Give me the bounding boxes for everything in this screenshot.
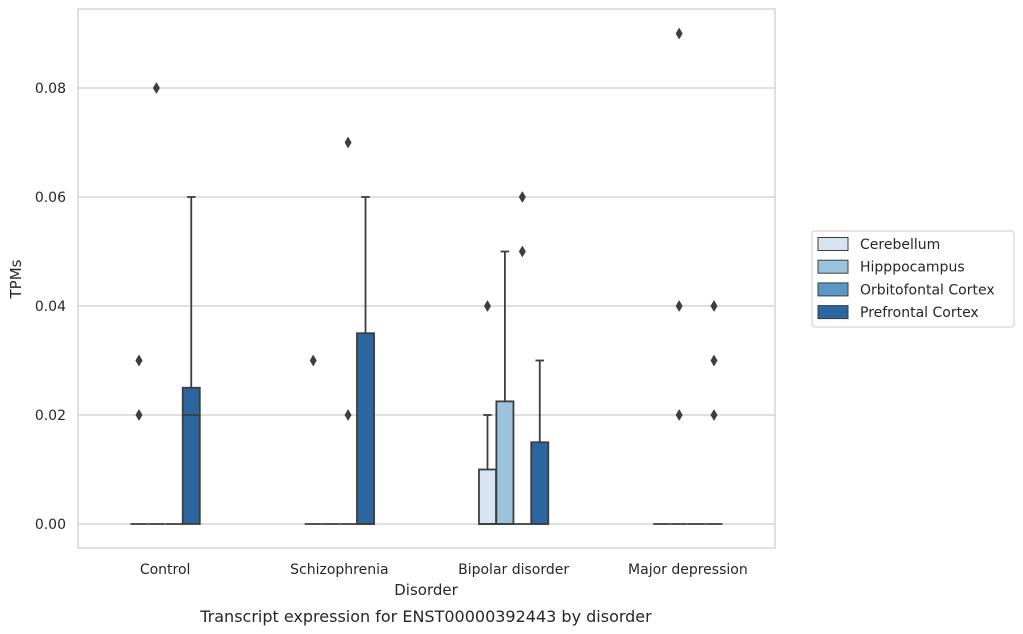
box-cerebellum bbox=[130, 354, 148, 525]
box-prefrontal-cortex bbox=[356, 196, 375, 525]
box-hipppocampus bbox=[147, 82, 165, 525]
outlier-point bbox=[675, 27, 683, 40]
y-tick-label: 0.04 bbox=[35, 299, 66, 315]
x-tick-labels: Control Schizophrenia Bipolar disorder Majo… bbox=[140, 562, 748, 578]
box-orbitofontal-cortex bbox=[513, 191, 531, 525]
legend-frame bbox=[811, 230, 1015, 328]
box-orbitofontal-cortex bbox=[339, 136, 357, 525]
legend-entry-label: Hipppocampus bbox=[860, 260, 965, 276]
box-hipppocampus bbox=[495, 250, 515, 525]
outlier-point bbox=[135, 409, 143, 421]
x-tick-label: Schizophrenia bbox=[290, 562, 388, 578]
x-tick-label: Bipolar disorder bbox=[458, 562, 569, 578]
x-tick-label: Control bbox=[140, 562, 191, 578]
outlier-point bbox=[483, 300, 492, 312]
box-cerebellum bbox=[304, 354, 322, 525]
legend-entry-label: Cerebellum bbox=[860, 237, 940, 253]
box-prefrontal-cortex bbox=[705, 300, 723, 525]
y-tick-labels: 0.00 0.02 0.04 0.06 0.08 bbox=[35, 81, 66, 533]
outlier-point bbox=[710, 409, 718, 421]
box-body bbox=[478, 468, 497, 525]
legend-swatch bbox=[817, 259, 849, 274]
chart-caption: Transcript expression for ENST0000039244… bbox=[199, 607, 652, 626]
outlier-point bbox=[675, 409, 683, 421]
outlier-point bbox=[710, 300, 718, 312]
box-marks bbox=[130, 27, 723, 525]
outlier-point bbox=[135, 354, 143, 367]
legend-swatch bbox=[817, 237, 849, 251]
box-body bbox=[530, 441, 550, 525]
x-axis-label: Disorder bbox=[394, 581, 458, 599]
y-tick-label: 0.08 bbox=[35, 81, 66, 97]
outlier-point bbox=[675, 300, 683, 312]
box-hipppocampus bbox=[670, 27, 688, 525]
box-prefrontal-cortex bbox=[530, 359, 550, 525]
y-tick-label: 0.00 bbox=[35, 517, 66, 533]
outlier-point bbox=[152, 82, 160, 94]
y-tick-label: 0.02 bbox=[35, 408, 66, 424]
box-body bbox=[181, 386, 201, 525]
box-prefrontal-cortex bbox=[181, 196, 201, 525]
box-body bbox=[495, 400, 515, 525]
outlier-point bbox=[344, 409, 352, 421]
legend-swatch bbox=[817, 305, 849, 320]
outlier-point bbox=[710, 354, 718, 367]
outlier-point bbox=[309, 354, 317, 367]
outlier-point bbox=[344, 136, 352, 149]
x-tick-label: Major depression bbox=[628, 562, 748, 578]
y-tick-label: 0.06 bbox=[35, 190, 66, 206]
box-body bbox=[356, 332, 375, 525]
legend: Cerebellum Hipppocampus Orbitofontal Corte… bbox=[811, 230, 1015, 328]
legend-entry-label: Prefrontal Cortex bbox=[860, 305, 979, 321]
outlier-point bbox=[518, 191, 526, 203]
plot-area-frame bbox=[77, 8, 776, 549]
outlier-point bbox=[518, 245, 526, 258]
legend-entry-label: Orbitofontal Cortex bbox=[860, 282, 995, 298]
y-axis-label: TPMs bbox=[7, 259, 25, 299]
legend-swatch bbox=[817, 282, 849, 297]
box-cerebellum bbox=[478, 300, 497, 525]
